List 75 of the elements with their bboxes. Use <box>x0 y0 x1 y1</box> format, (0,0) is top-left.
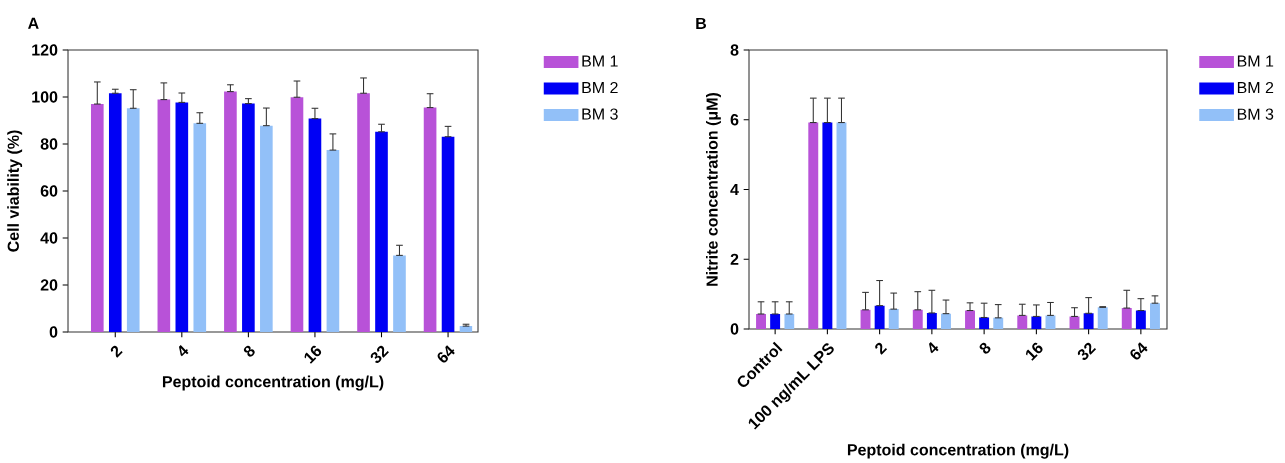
x-tick-label: 2 <box>110 345 123 358</box>
bar <box>926 312 937 329</box>
bar <box>308 118 322 332</box>
bar <box>326 150 340 332</box>
bar <box>375 131 388 332</box>
y-tick-label: 60 <box>40 185 58 197</box>
bar <box>1031 316 1042 329</box>
bar <box>965 310 975 329</box>
bar <box>941 313 951 329</box>
x-tick-label: 8 <box>979 342 991 354</box>
bar <box>108 93 122 332</box>
bar <box>912 309 923 329</box>
bar <box>260 125 273 332</box>
bar <box>770 313 781 329</box>
legend-label: BM 2 <box>1237 81 1274 94</box>
y-tick-label: 0 <box>49 326 58 338</box>
y-tick-label: 100 <box>32 91 58 103</box>
y-axis-title: Cell viability (%) <box>7 130 23 252</box>
bar <box>1135 310 1146 329</box>
x-tick-label: 2 <box>875 342 888 355</box>
bar <box>822 122 833 329</box>
x-axis-title: Peptoid concentration (mg/L) <box>162 375 384 391</box>
bar <box>357 93 370 332</box>
x-axis-title: Peptoid concentration (mg/L) <box>847 443 1069 459</box>
y-tick-label: 80 <box>40 138 58 150</box>
bar <box>1083 313 1094 329</box>
bar <box>126 108 140 332</box>
bar <box>242 103 255 332</box>
y-tick-label: 8 <box>730 44 739 56</box>
bar <box>90 104 104 332</box>
legend-label: BM 3 <box>582 108 618 120</box>
legend-label: BM 3 <box>1237 108 1274 120</box>
x-tick-label: 16 <box>1025 342 1043 361</box>
x-tick-label: 4 <box>929 342 939 354</box>
bar <box>1097 307 1108 329</box>
bar <box>1150 303 1160 329</box>
y-tick-label: 120 <box>32 44 58 56</box>
bar <box>1017 315 1028 329</box>
bar <box>157 99 171 332</box>
bar <box>224 91 237 332</box>
bar <box>756 313 766 329</box>
legend-label: BM 1 <box>582 55 618 67</box>
bar <box>441 136 455 332</box>
bar <box>874 305 885 329</box>
y-axis-title: Nitrite concentration (μM) <box>706 92 721 286</box>
y-tick-label: 20 <box>40 279 58 291</box>
bar <box>888 309 899 329</box>
bar <box>979 317 990 329</box>
chart-title: A <box>28 17 39 29</box>
bar <box>784 313 795 329</box>
bar <box>836 122 847 329</box>
x-tick-label: 16 <box>304 345 322 364</box>
bar <box>1121 308 1132 329</box>
legend-label: BM 1 <box>1237 55 1274 67</box>
bar <box>860 309 871 329</box>
bar <box>393 255 406 332</box>
bar <box>193 123 207 332</box>
x-tick-label: 64 <box>437 345 455 363</box>
bar <box>290 97 304 332</box>
y-tick-label: 4 <box>730 183 739 195</box>
x-tick-label: 32 <box>1077 342 1097 360</box>
y-tick-label: 40 <box>40 232 58 244</box>
chart-title: B <box>696 17 707 29</box>
bar <box>175 102 189 332</box>
x-tick-label: 4 <box>178 345 189 357</box>
bar <box>423 107 437 332</box>
y-tick-label: 6 <box>730 114 739 126</box>
y-tick-label: 2 <box>730 253 739 265</box>
bar <box>993 317 1004 329</box>
legend-label: BM 2 <box>582 81 618 94</box>
x-tick-label: 8 <box>243 345 255 357</box>
bar <box>808 122 819 329</box>
x-tick-label: 32 <box>370 345 389 363</box>
y-tick-label: 0 <box>730 323 739 335</box>
x-tick-label: 64 <box>1130 342 1148 360</box>
